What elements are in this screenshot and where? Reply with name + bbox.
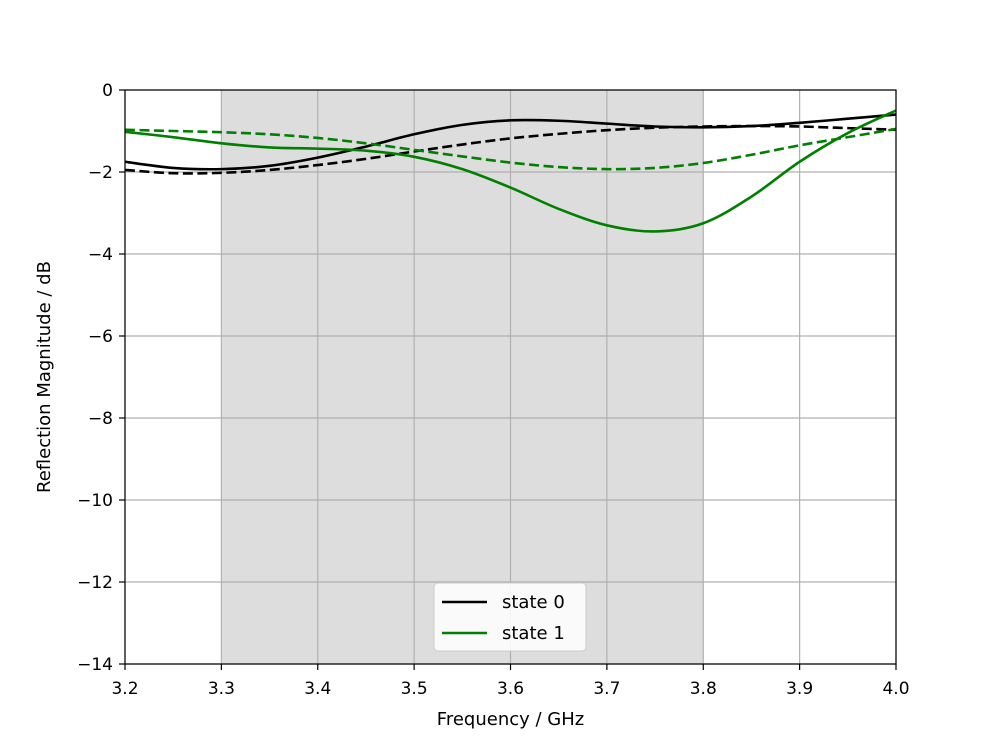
x-axis-label: Frequency / GHz: [437, 709, 584, 730]
x-tick-label: 3.8: [690, 679, 717, 699]
shaded-band-layer: [221, 90, 704, 664]
y-axis-label: Reflection Magnitude / dB: [34, 261, 55, 493]
x-tick-label: 3.6: [497, 679, 524, 699]
x-tick-label: 3.5: [401, 679, 428, 699]
x-tick-label: 3.9: [786, 679, 813, 699]
x-tick-label: 3.2: [111, 679, 138, 699]
tick-layer: 3.2 3.3 3.4 3.5 3.6 3.7 3.8 3.9 4.0 0 −2 −4 −6 −8 −10 −…: [77, 81, 909, 699]
series-line-state-1-dashed: [124, 127, 897, 171]
y-tick-label: −8: [88, 409, 113, 429]
y-tick-label: −12: [77, 573, 113, 593]
series-line-state-0-dashed: [124, 124, 897, 175]
legend-label-state-0: state 0: [502, 592, 565, 613]
x-tick-label: 3.4: [304, 679, 331, 699]
legend: state 0 state 1: [433, 582, 587, 652]
legend-label-state-1: state 1: [502, 623, 565, 644]
y-tick-label: 0: [102, 81, 113, 101]
series-line-state-1: [124, 109, 897, 233]
y-tick-label: −10: [77, 491, 113, 511]
x-tick-label: 4.0: [882, 679, 909, 699]
y-tick-label: −6: [88, 327, 113, 347]
y-tick-label: −2: [88, 163, 113, 183]
shaded-band: [221, 90, 704, 664]
x-tick-label: 3.3: [208, 679, 235, 699]
y-tick-label: −14: [77, 655, 113, 675]
series-layer: [124, 109, 897, 233]
x-tick-label: 3.7: [593, 679, 620, 699]
y-tick-label: −4: [88, 245, 113, 265]
